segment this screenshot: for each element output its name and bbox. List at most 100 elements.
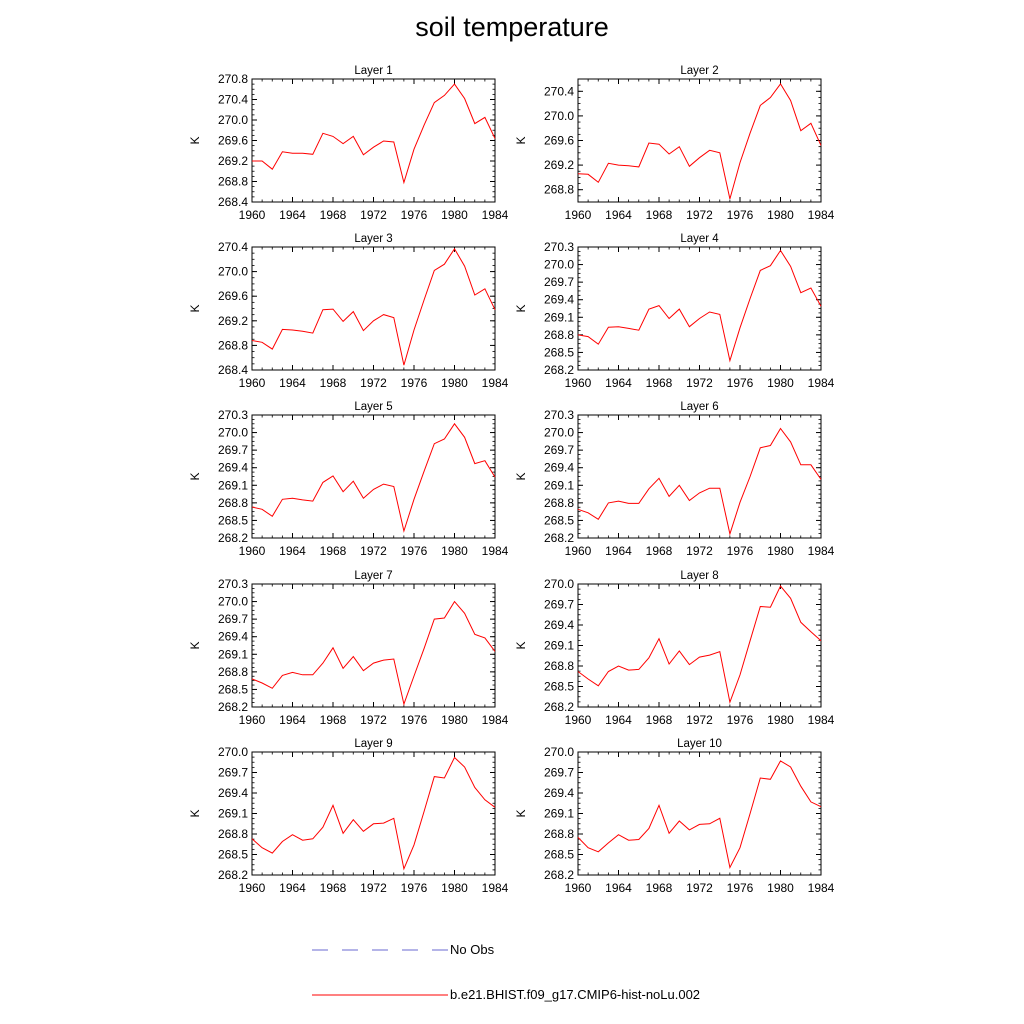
- panel-4-xtick-label: 1976: [727, 376, 754, 390]
- panel-3-xtick-label: 1972: [360, 376, 387, 390]
- panel-7-ytick-label: 269.7: [218, 612, 248, 626]
- panel-6-ytick-label: 270.0: [544, 426, 574, 440]
- panel-1-xtick-label: 1968: [320, 208, 347, 222]
- panel-8-xtick-label: 1972: [686, 713, 713, 727]
- panel-5-title: Layer 5: [354, 401, 392, 413]
- panel-2-title: Layer 2: [680, 65, 718, 77]
- panel-1-frame: [251, 78, 496, 203]
- panel-10-title: Layer 10: [677, 738, 722, 750]
- panel-2-xtick-label: 1984: [808, 208, 835, 222]
- panel-6-xtick-label: 1968: [646, 544, 673, 558]
- panel-3-ylabel: K: [188, 304, 202, 312]
- panel-10-series-line: [577, 760, 822, 869]
- panel-6-ylabel: K: [514, 472, 528, 480]
- panel-8-xtick-label: 1968: [646, 713, 673, 727]
- panel-10-ytick-label: 269.7: [544, 766, 574, 780]
- panel-9-xtick-label: 1980: [441, 881, 468, 895]
- panel-10-xtick-label: 1972: [686, 881, 713, 895]
- panel-7-xtick-label: 1968: [320, 713, 347, 727]
- panel-6-ytick-label: 268.2: [544, 531, 574, 545]
- panel-6-xtick-label: 1980: [767, 544, 794, 558]
- panel-1-ytick-label: 269.6: [218, 134, 248, 148]
- panel-4-ytick-label: 268.5: [544, 345, 574, 359]
- panel-4-xtick-label: 1964: [605, 376, 632, 390]
- chart-main-title: soil temperature: [415, 12, 609, 42]
- panel-10-xtick-label: 1980: [767, 881, 794, 895]
- panel-8-xtick-label: 1980: [767, 713, 794, 727]
- panel-8-series-line: [577, 585, 822, 705]
- panel-6-xtick-label: 1960: [565, 544, 592, 558]
- panel-5-ytick-label: 269.1: [218, 478, 248, 492]
- panel-9-ytick-label: 269.1: [218, 807, 248, 821]
- panel-4-xtick-label: 1980: [767, 376, 794, 390]
- panel-5-ytick-label: 268.8: [218, 496, 248, 510]
- panel-2-xtick-label: 1968: [646, 208, 673, 222]
- panel-5-ytick-label: 269.4: [218, 461, 248, 475]
- panel-3-title: Layer 3: [354, 233, 392, 245]
- panel-10-frame: [577, 751, 822, 876]
- panel-4-xtick-label: 1972: [686, 376, 713, 390]
- panel-6-title: Layer 6: [680, 401, 718, 413]
- panel-3-ytick-label: 268.4: [218, 363, 248, 377]
- panel-3-xtick-label: 1968: [320, 376, 347, 390]
- panel-10-ylabel: K: [514, 809, 528, 817]
- panel-5-xtick-label: 1960: [239, 544, 266, 558]
- panel-7-ytick-label: 268.2: [218, 700, 248, 714]
- panel-3-series-line: [251, 247, 496, 366]
- panel-7-xtick-label: 1984: [482, 713, 509, 727]
- panel-7-ytick-label: 268.5: [218, 682, 248, 696]
- panel-7-series-line: [251, 600, 496, 706]
- panel-2-series-line: [577, 83, 822, 200]
- panel-5-ytick-label: 269.7: [218, 443, 248, 457]
- panel-3-xtick-label: 1960: [239, 376, 266, 390]
- panel-8-xtick-label: 1984: [808, 713, 835, 727]
- panel-10-xtick-label: 1968: [646, 881, 673, 895]
- panel-3-ytick-label: 268.8: [218, 338, 248, 352]
- panel-9-xtick-label: 1976: [401, 881, 428, 895]
- panel-4-ytick-label: 268.8: [544, 328, 574, 342]
- panel-9-ylabel: K: [188, 809, 202, 817]
- panel-6-ytick-label: 269.4: [544, 461, 574, 475]
- panel-2-xtick-label: 1960: [565, 208, 592, 222]
- legend-obs-label: No Obs: [450, 942, 495, 957]
- panel-4-ytick-label: 269.7: [544, 275, 574, 289]
- panel-10-ytick-label: 268.5: [544, 848, 574, 862]
- panel-7-xtick-label: 1972: [360, 713, 387, 727]
- panel-1-title: Layer 1: [354, 65, 392, 77]
- panel-4-xtick-label: 1968: [646, 376, 673, 390]
- panel-1-xtick-label: 1980: [441, 208, 468, 222]
- panel-2-ytick-label: 268.8: [544, 183, 574, 197]
- panel-10-ytick-label: 269.4: [544, 786, 574, 800]
- panel-7-xtick-label: 1976: [401, 713, 428, 727]
- panel-4-ylabel: K: [514, 304, 528, 312]
- legend-model-swatch: [312, 994, 448, 996]
- panel-10-xtick-label: 1976: [727, 881, 754, 895]
- panel-5-ytick-label: 268.2: [218, 531, 248, 545]
- panel-7-ylabel: K: [188, 641, 202, 649]
- panel-4-title: Layer 4: [680, 233, 719, 245]
- panel-10-xtick-label: 1984: [808, 881, 835, 895]
- panel-9-xtick-label: 1984: [482, 881, 509, 895]
- panel-1-ytick-label: 270.0: [218, 113, 248, 127]
- panel-2-xtick-label: 1976: [727, 208, 754, 222]
- panel-10-ytick-label: 268.2: [544, 868, 574, 882]
- panel-7-frame: [251, 583, 496, 708]
- panel-2-ytick-label: 269.6: [544, 134, 574, 148]
- panel-6-ytick-label: 270.3: [544, 408, 574, 422]
- panel-4-series-line: [577, 249, 822, 363]
- panel-1-xtick-label: 1960: [239, 208, 266, 222]
- panel-7-ytick-label: 269.4: [218, 630, 248, 644]
- panel-1-ytick-label: 270.8: [218, 72, 248, 86]
- panel-1-ylabel: K: [188, 136, 202, 144]
- panel-9-ytick-label: 269.4: [218, 786, 248, 800]
- panel-8-title: Layer 8: [680, 570, 718, 582]
- panel-9-ytick-label: 269.7: [218, 766, 248, 780]
- panel-3-ytick-label: 269.6: [218, 289, 248, 303]
- panel-4-ytick-label: 269.1: [544, 310, 574, 324]
- panel-6-series-line: [577, 427, 822, 536]
- panel-5-frame: [251, 414, 496, 539]
- panel-5-xtick-label: 1968: [320, 544, 347, 558]
- panel-1-ytick-label: 268.8: [218, 175, 248, 189]
- panel-8-ytick-label: 268.2: [544, 700, 574, 714]
